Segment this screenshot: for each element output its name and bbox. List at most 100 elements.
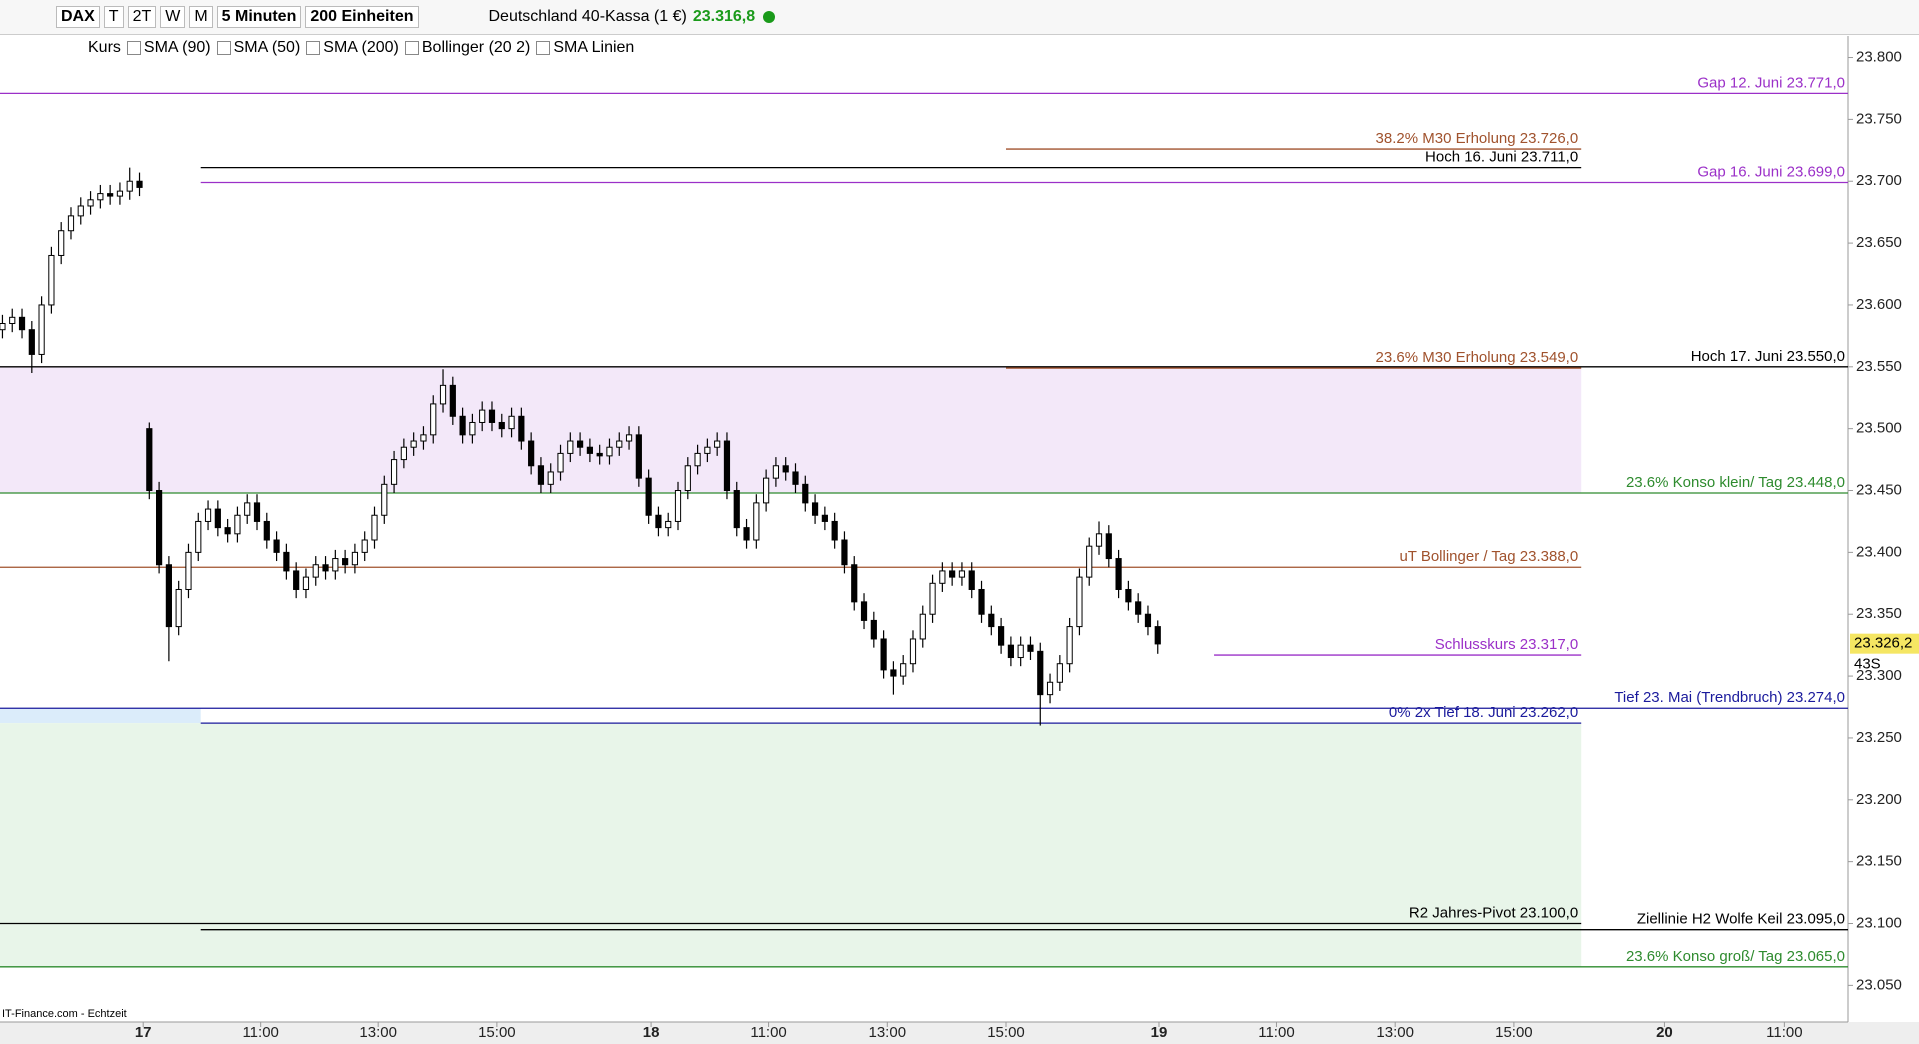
candle-body <box>0 323 6 331</box>
candle-body <box>625 434 633 442</box>
candle <box>87 191 94 215</box>
indicator[interactable]: SMA Linien <box>553 38 635 56</box>
candle-body <box>116 190 124 197</box>
candle-body <box>48 254 55 306</box>
candle-body <box>919 613 926 640</box>
indicator[interactable]: Bollinger (20 2) <box>421 38 531 56</box>
candle <box>1017 636 1024 667</box>
candle <box>1037 642 1044 726</box>
candle-body <box>743 527 750 541</box>
candle-body <box>694 452 701 467</box>
candle <box>1076 568 1083 636</box>
x-tick-label: 11:00 <box>1258 1024 1294 1041</box>
x-tick-label: 13:00 <box>359 1024 397 1041</box>
candle-body <box>998 626 1005 646</box>
candle-body <box>312 564 319 578</box>
period[interactable]: T <box>103 6 124 28</box>
candle <box>821 506 828 531</box>
y-tick-label: 23.750 <box>1856 110 1902 127</box>
candle <box>802 475 809 512</box>
candle <box>1056 655 1063 691</box>
period[interactable]: W <box>160 6 186 28</box>
candle <box>224 518 231 543</box>
candle <box>958 562 966 586</box>
candle <box>97 184 104 209</box>
candle <box>1046 673 1054 704</box>
candle-body <box>733 490 740 529</box>
candle <box>67 207 75 240</box>
indicator[interactable]: SMA (200) <box>323 38 399 56</box>
checkbox[interactable] <box>216 40 231 55</box>
candle <box>410 432 417 456</box>
candle <box>146 422 153 500</box>
candle <box>420 426 427 450</box>
candle-body <box>606 446 613 457</box>
candle-body <box>949 570 956 578</box>
candle-body <box>1144 613 1152 628</box>
candle <box>625 426 633 450</box>
period[interactable]: M <box>189 6 213 28</box>
indicator[interactable]: SMA (90) <box>143 38 211 56</box>
candle <box>1027 636 1034 660</box>
units[interactable]: 200 Einheiten <box>305 6 419 28</box>
candle-body <box>58 230 65 256</box>
candle <box>674 481 682 531</box>
candle <box>1135 593 1142 623</box>
candle <box>126 167 133 200</box>
candle <box>253 494 261 531</box>
y-tick-label: 23.350 <box>1856 605 1902 622</box>
indicator[interactable]: Kurs <box>88 38 121 56</box>
candle <box>312 556 319 586</box>
candle-body <box>1017 644 1024 659</box>
y-tick-label: 23.250 <box>1856 729 1902 746</box>
candle-body <box>909 638 917 665</box>
candle-body <box>136 180 143 188</box>
interval[interactable]: 5 Minuten <box>216 6 302 28</box>
level-label: Schlusskurs 23.317,0 <box>1435 636 1578 653</box>
candle-body <box>234 514 241 535</box>
candle <box>635 426 642 487</box>
checkbox[interactable] <box>536 40 551 55</box>
candle <box>1066 617 1073 673</box>
candle-body <box>557 452 564 473</box>
candle <box>263 512 270 549</box>
candle-body <box>38 304 45 355</box>
candle <box>342 549 349 574</box>
candle <box>606 438 613 465</box>
candle-body <box>204 508 212 522</box>
period[interactable]: 2T <box>127 6 157 28</box>
candle-body <box>684 465 691 492</box>
indicator[interactable]: SMA (50) <box>233 38 301 56</box>
candle <box>586 438 593 463</box>
candle <box>508 407 515 438</box>
level-label: Tief 23. Mai (Trendbruch) 23.274,0 <box>1614 689 1845 706</box>
candle-body <box>214 508 221 529</box>
checkbox[interactable] <box>404 40 419 55</box>
candle <box>175 580 182 636</box>
candle <box>371 506 378 549</box>
candle <box>968 562 975 599</box>
candle-body <box>126 180 133 192</box>
candle-body <box>253 502 261 522</box>
checkbox[interactable] <box>306 40 321 55</box>
symbol[interactable]: DAX <box>56 6 100 28</box>
candle-body <box>1135 601 1142 615</box>
candle <box>28 321 35 373</box>
candle <box>684 457 691 500</box>
candle-body <box>792 471 799 485</box>
countdown: 43S <box>1854 656 1881 673</box>
candle-body <box>1125 588 1132 603</box>
y-tick-label: 23.600 <box>1856 296 1902 313</box>
candle-body <box>420 434 427 442</box>
candle-body <box>1115 558 1122 590</box>
candle-body <box>860 601 868 621</box>
candle-body <box>880 638 887 671</box>
level-label: 38.2% M30 Erholung 23.726,0 <box>1376 130 1579 147</box>
candle <box>518 407 525 450</box>
candle <box>655 506 662 537</box>
x-tick-label: 15:00 <box>987 1024 1025 1041</box>
checkbox[interactable] <box>126 40 141 55</box>
candle <box>0 314 6 339</box>
last-price-box <box>1850 633 1919 654</box>
